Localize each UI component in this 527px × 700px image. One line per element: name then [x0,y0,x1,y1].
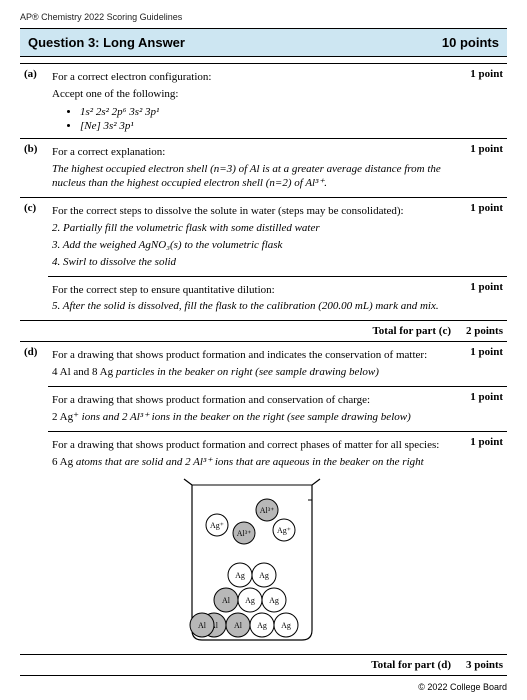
c1-pts: 1 point [455,198,507,276]
row-b: (b) For a correct explanation: The highe… [20,138,507,198]
row-c1: (c) For the correct steps to dissolve th… [20,198,507,276]
d1-lead: For a drawing that shows product formati… [52,348,451,363]
a-accept: Accept one of the following: [52,87,451,102]
footer: © 2022 College Board [20,682,507,692]
d-total-pts: 3 points [455,655,507,676]
a-pts: 1 point [455,64,507,139]
svg-text:Ag: Ag [245,596,255,605]
row-a: (a) For a correct electron configuration… [20,64,507,139]
d-total-label: Total for part (d) [48,655,455,676]
label-d: (d) [20,342,48,387]
svg-text:Al³⁺: Al³⁺ [259,506,274,515]
rubric-table: (a) For a correct electron configuration… [20,63,507,675]
d3-detail: 6 Ag atoms that are solid and 2 Al³⁺ ion… [52,455,451,470]
c-total-pts: 2 points [455,321,507,342]
question-title: Question 3: Long Answer [28,35,185,50]
row-c2: For the correct step to ensure quantitat… [20,276,507,321]
row-d1: (d) For a drawing that shows product for… [20,342,507,387]
svg-text:Ag: Ag [257,621,267,630]
svg-text:Ag: Ag [269,596,279,605]
svg-text:Ag⁺: Ag⁺ [210,521,224,530]
c2-s5: 5. After the solid is dissolved, fill th… [52,299,451,314]
row-d3: For a drawing that shows product formati… [20,431,507,655]
question-points: 10 points [442,35,499,50]
row-c-total: Total for part (c) 2 points [20,321,507,342]
beaker-diagram: Al³⁺ Ag⁺ Al³⁺ Ag⁺ Ag Ag Al Ag Ag Al Al A… [52,475,451,648]
question-header: Question 3: Long Answer 10 points [20,28,507,57]
svg-text:Ag: Ag [281,621,291,630]
c2-lead: For the correct step to ensure quantitat… [52,283,451,298]
row-d2: For a drawing that shows product formati… [20,386,507,431]
c1-s3: 3. Add the weighed AgNO₃(s) to the volum… [52,238,451,253]
a-opt1: 1s² 2s² 2p⁶ 3s² 3p¹ [80,106,451,118]
c2-pts: 1 point [455,276,507,321]
c1-s2: 2. Partially fill the volumetric flask w… [52,221,451,236]
svg-text:Al: Al [222,596,231,605]
a-opt2: [Ne] 3s² 3p¹ [80,120,451,132]
b-pts: 1 point [455,138,507,198]
d2-lead: For a drawing that shows product formati… [52,393,451,408]
label-c: (c) [20,198,48,276]
svg-text:Ag: Ag [235,571,245,580]
doc-header: AP® Chemistry 2022 Scoring Guidelines [20,12,507,22]
label-b: (b) [20,138,48,198]
d1-detail: 4 Al and 8 Ag particles in the beaker on… [52,365,451,380]
d2-detail: 2 Ag⁺ ions and 2 Al³⁺ ions in the beaker… [52,410,451,425]
d3-lead: For a drawing that shows product formati… [52,438,451,453]
b-lead: For a correct explanation: [52,145,451,160]
c1-s4: 4. Swirl to dissolve the solid [52,255,451,270]
svg-text:Al: Al [234,621,243,630]
c-total-label: Total for part (c) [48,321,455,342]
svg-text:Al³⁺: Al³⁺ [236,529,251,538]
c1-lead: For the correct steps to dissolve the so… [52,204,451,219]
d1-pts: 1 point [455,342,507,387]
d3-pts: 1 point [455,431,507,655]
svg-text:Ag: Ag [259,571,269,580]
d2-pts: 1 point [455,386,507,431]
b-exp: The highest occupied electron shell (n=3… [52,162,451,192]
a-lead: For a correct electron configuration: [52,70,451,85]
label-a: (a) [20,64,48,139]
svg-text:Ag⁺: Ag⁺ [277,526,291,535]
svg-text:Al: Al [198,621,207,630]
row-d-total: Total for part (d) 3 points [20,655,507,676]
